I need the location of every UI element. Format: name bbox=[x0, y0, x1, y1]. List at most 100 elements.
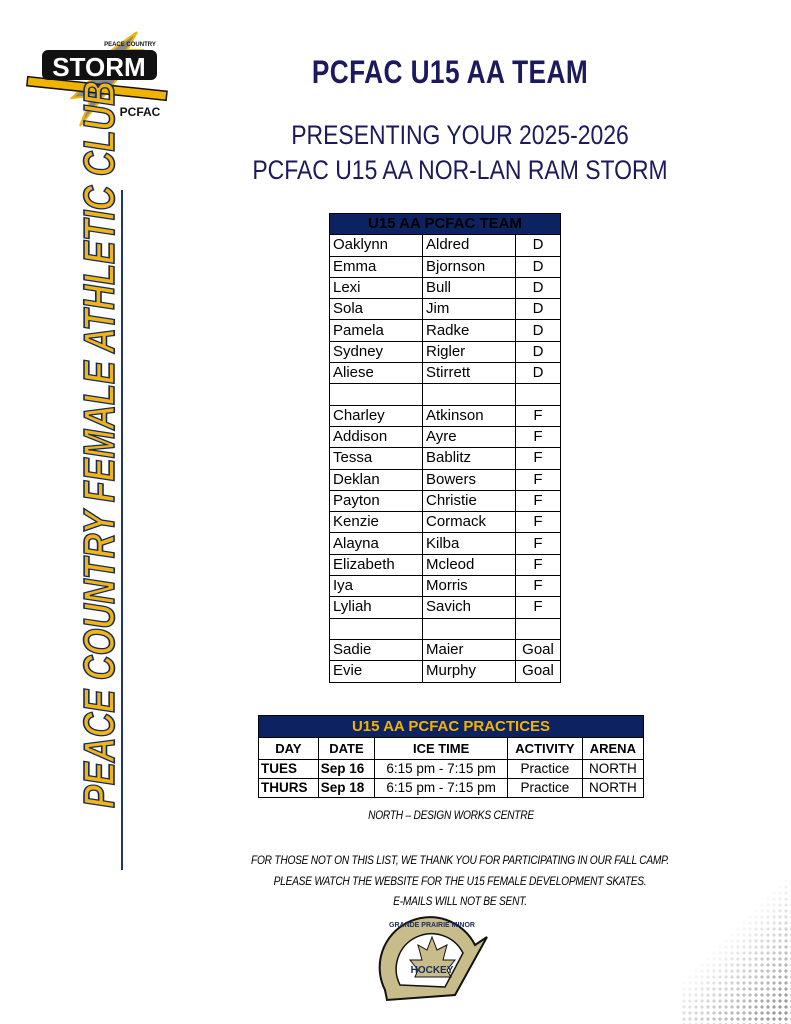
roster-row: Pamela Radke D bbox=[329, 319, 561, 342]
storm-logo: STORM PEACE COUNTRY PCFAC bbox=[26, 31, 168, 127]
roster-row: Kenzie Cormack F bbox=[329, 511, 561, 534]
column-header: DATE bbox=[317, 737, 376, 760]
first-name: Sola bbox=[329, 298, 423, 321]
position: F bbox=[515, 468, 561, 491]
position: F bbox=[515, 596, 561, 619]
first-name: Addison bbox=[329, 425, 423, 449]
roster-header: U15 AA PCFAC TEAM bbox=[329, 212, 561, 236]
page-title: PCFAC U15 AA TEAM bbox=[311, 54, 589, 90]
roster-row: Addison Ayre F bbox=[329, 425, 561, 449]
roster-row: Iya Morris F bbox=[329, 575, 561, 598]
first-name: Alayna bbox=[329, 532, 423, 555]
first-name bbox=[329, 383, 423, 406]
position: D bbox=[515, 362, 561, 385]
roster-row: Charley Atkinson F bbox=[329, 404, 561, 427]
roster-row: Lexi Bull D bbox=[329, 276, 561, 300]
last-name: Morris bbox=[422, 575, 516, 598]
roster-row bbox=[329, 383, 561, 406]
last-name: Radke bbox=[422, 319, 516, 342]
halftone-decoration bbox=[681, 854, 791, 1024]
activity: Practice bbox=[507, 778, 583, 798]
last-name: Stirrett bbox=[422, 362, 516, 385]
position: F bbox=[515, 404, 561, 427]
subtitle-line1: PRESENTING YOUR 2025-2026 bbox=[291, 120, 629, 150]
last-name: Kilba bbox=[422, 532, 516, 555]
last-name: Bjornson bbox=[422, 255, 516, 278]
practice-row: THURS Sep 18 6:15 pm - 7:15 pm Practice NORT… bbox=[258, 778, 645, 798]
roster-row: Elizabeth Mcleod F bbox=[329, 553, 561, 577]
position: F bbox=[515, 447, 561, 470]
position: D bbox=[515, 234, 561, 257]
last-name: Mcleod bbox=[422, 553, 516, 577]
last-name: Bull bbox=[422, 276, 516, 300]
column-header: ACTIVITY bbox=[507, 737, 583, 760]
roster-row: Alayna Kilba F bbox=[329, 532, 561, 555]
gpmh-logo: HOCKEY GRANDE PRAIRIE MINOR bbox=[378, 916, 488, 1002]
first-name: Pamela bbox=[329, 319, 423, 342]
first-name: Sadie bbox=[329, 638, 423, 662]
last-name: Savich bbox=[422, 596, 516, 619]
practices-table: U15 AA PCFAC PRACTICES DAY DATE ICE TIME AC… bbox=[258, 715, 645, 798]
first-name: Evie bbox=[329, 660, 423, 683]
position: F bbox=[515, 575, 561, 598]
logo-bottom-text: PCFAC bbox=[120, 105, 161, 119]
day: TUES bbox=[258, 759, 319, 779]
position: F bbox=[515, 532, 561, 555]
position bbox=[515, 617, 561, 640]
first-name: Kenzie bbox=[329, 511, 423, 534]
last-name: Murphy bbox=[422, 660, 516, 683]
last-name: Jim bbox=[422, 298, 516, 321]
last-name: Bablitz bbox=[422, 447, 516, 470]
position: F bbox=[515, 489, 561, 513]
position: D bbox=[515, 276, 561, 300]
first-name: Lexi bbox=[329, 276, 423, 300]
first-name: Oaklynn bbox=[329, 234, 423, 257]
practices-header: U15 AA PCFAC PRACTICES bbox=[258, 715, 644, 738]
position: D bbox=[515, 255, 561, 278]
subtitle-line2: PCFAC U15 AA NOR-LAN RAM STORM bbox=[252, 155, 668, 185]
date: Sep 18 bbox=[317, 778, 376, 798]
arena: NORTH bbox=[581, 778, 645, 798]
roster-row: Tessa Bablitz F bbox=[329, 447, 561, 470]
position: F bbox=[515, 425, 561, 449]
position: F bbox=[515, 553, 561, 577]
column-header: DAY bbox=[258, 737, 319, 760]
practice-row: TUES Sep 16 6:15 pm - 7:15 pm Practice NORTH bbox=[258, 759, 645, 779]
footer-line: E-MAILS WILL NOT BE SENT. bbox=[393, 894, 527, 908]
roster-row: Aliese Stirrett D bbox=[329, 362, 561, 385]
first-name: Iya bbox=[329, 575, 423, 598]
first-name: Emma bbox=[329, 255, 423, 278]
last-name: Maier bbox=[422, 638, 516, 662]
first-name: Aliese bbox=[329, 362, 423, 385]
logo-hockey-text: HOCKEY bbox=[411, 965, 454, 976]
logo-storm-text: STORM bbox=[52, 52, 145, 82]
last-name: Ayre bbox=[422, 425, 516, 449]
roster-row: Emma Bjornson D bbox=[329, 255, 561, 278]
roster-row: Oaklynn Aldred D bbox=[329, 234, 561, 257]
last-name bbox=[422, 383, 516, 406]
roster-row: Sola Jim D bbox=[329, 298, 561, 321]
roster-row bbox=[329, 617, 561, 640]
first-name: Payton bbox=[329, 489, 423, 513]
roster-row: Sydney Rigler D bbox=[329, 340, 561, 364]
logo-top-text: PEACE COUNTRY bbox=[104, 42, 156, 48]
last-name: Rigler bbox=[422, 340, 516, 364]
position: D bbox=[515, 340, 561, 364]
arena-note: NORTH – DESIGN WORKS CENTRE bbox=[368, 808, 534, 822]
last-name: Bowers bbox=[422, 468, 516, 491]
first-name: Deklan bbox=[329, 468, 423, 491]
first-name bbox=[329, 617, 423, 640]
first-name: Charley bbox=[329, 404, 423, 427]
last-name: Atkinson bbox=[422, 404, 516, 427]
logo-arc-text: GRANDE PRAIRIE MINOR bbox=[389, 922, 475, 929]
ice-time: 6:15 pm - 7:15 pm bbox=[374, 778, 509, 798]
first-name: Lyliah bbox=[329, 596, 423, 619]
column-header: ARENA bbox=[581, 737, 645, 760]
side-banner: PEACE COUNTRY FEMALE ATHLETIC CLUB bbox=[74, 80, 124, 809]
footer-line: PLEASE WATCH THE WEBSITE FOR THE U15 FEM… bbox=[273, 874, 647, 888]
divider-line bbox=[121, 190, 123, 870]
footer-line: FOR THOSE NOT ON THIS LIST, WE THANK YOU… bbox=[251, 853, 669, 867]
position: F bbox=[515, 511, 561, 534]
position bbox=[515, 383, 561, 406]
column-header: ICE TIME bbox=[374, 737, 509, 760]
